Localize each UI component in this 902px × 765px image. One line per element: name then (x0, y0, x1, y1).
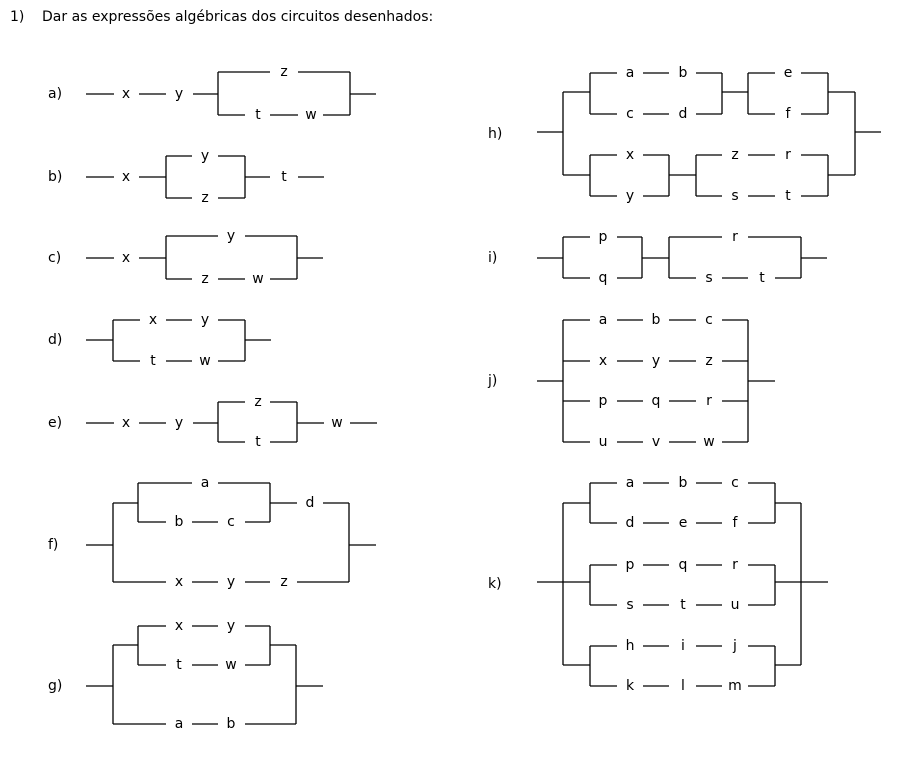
circuit-e-label: e) (48, 415, 62, 431)
circuit-k-var-f: f (733, 515, 739, 531)
circuit-j-var-r: r (706, 393, 712, 409)
circuit-f-var-d: d (306, 495, 315, 511)
circuit-j-var-q: q (652, 393, 661, 409)
circuit-c-label: c) (48, 250, 61, 266)
circuit-b-var-y: y (201, 148, 209, 164)
circuit-d-var-y: y (201, 312, 209, 328)
circuit-e-var-x: x (122, 415, 130, 431)
circuit-c-var-z: z (201, 271, 208, 287)
circuit-e-var-w: w (331, 415, 342, 431)
circuit-f-var-y: y (227, 574, 235, 590)
question-instruction: Dar as expressões algébricas dos circuit… (42, 9, 433, 25)
circuit-h-label: h) (488, 126, 502, 142)
circuit-k-var-h: h (626, 638, 635, 654)
circuit-e-var-t: t (255, 434, 261, 450)
circuit-k-var-q: q (679, 557, 688, 573)
circuit-a-var-t: t (255, 107, 261, 123)
circuit-j-var-v: v (652, 434, 660, 450)
circuit-j-var-a: a (599, 312, 608, 328)
circuit-k-var-d: d (626, 515, 635, 531)
circuit-c-var-y: y (227, 228, 235, 244)
circuit-d-label: d) (48, 332, 62, 348)
circuit-h-var-s: s (731, 188, 738, 204)
circuit-a-var-x: x (122, 86, 130, 102)
circuit-j-var-w: w (703, 434, 714, 450)
circuit-k-var-u: u (731, 597, 740, 613)
circuit-k-var-e: e (679, 515, 688, 531)
circuit-k-var-t: t (680, 597, 686, 613)
circuit-i-label: i) (488, 250, 497, 266)
circuit-f-var-c: c (227, 514, 235, 530)
circuit-k-var-k: k (626, 678, 635, 694)
circuit-k-var-m: m (728, 678, 742, 694)
circuit-h-var-d: d (679, 106, 688, 122)
circuit-h-var-c: c (626, 106, 634, 122)
circuit-g-var-w: w (225, 657, 236, 673)
circuit-a-label: a) (48, 86, 62, 102)
circuit-k-var-a: a (626, 475, 635, 491)
circuit-h-var-x: x (626, 147, 634, 163)
circuit-i-var-q: q (599, 270, 608, 286)
circuit-k-label: k) (488, 576, 502, 592)
circuit-h-var-b: b (679, 65, 688, 81)
circuit-k-var-p: p (626, 557, 635, 573)
circuit-j-var-p: p (599, 393, 608, 409)
circuit-i-var-r: r (732, 229, 738, 245)
circuit-a-var-y: y (175, 86, 183, 102)
circuit-h-var-e: e (784, 65, 793, 81)
circuit-e-var-y: y (175, 415, 183, 431)
circuit-i-var-p: p (599, 229, 608, 245)
circuit-a-var-z: z (280, 64, 287, 80)
circuit-h-var-z: z (731, 147, 738, 163)
circuit-k-var-s: s (626, 597, 633, 613)
circuit-b-label: b) (48, 169, 62, 185)
circuit-k-var-c: c (731, 475, 739, 491)
circuit-g-var-t: t (176, 657, 182, 673)
circuit-h-var-a: a (626, 65, 635, 81)
circuit-f-var-a: a (201, 475, 210, 491)
circuit-j-var-u: u (599, 434, 608, 450)
circuit-k-var-i: i (681, 638, 685, 654)
circuit-c-var-w: w (252, 271, 263, 287)
circuit-i-var-t: t (759, 270, 765, 286)
circuit-h-var-r: r (785, 147, 791, 163)
circuit-g-var-x: x (175, 618, 183, 634)
circuit-g-var-b: b (227, 716, 236, 732)
circuit-h-var-t: t (785, 188, 791, 204)
circuit-k-var-b: b (679, 475, 688, 491)
circuit-g-label: g) (48, 678, 62, 694)
circuit-e-var-z: z (254, 394, 261, 410)
circuit-wires (86, 71, 881, 725)
circuit-k-var-r: r (732, 557, 738, 573)
circuit-i-var-s: s (705, 270, 712, 286)
circuit-f-var-x: x (175, 574, 183, 590)
question-number: 1) (10, 9, 24, 25)
circuit-j-var-y: y (652, 353, 660, 369)
circuit-d-var-t: t (150, 353, 156, 369)
circuit-k-var-l: l (681, 678, 685, 694)
circuit-a-var-w: w (305, 107, 316, 123)
circuit-f-label: f) (48, 537, 58, 553)
circuit-b-var-x: x (122, 169, 130, 185)
circuit-d-var-w: w (199, 353, 210, 369)
circuit-j-var-c: c (705, 312, 713, 328)
circuit-labels: a) x y z t w b) x y z t c) x y z w d) x y t w e) x y z t w f) a b c d x y… (48, 64, 792, 732)
circuit-j-var-b: b (652, 312, 661, 328)
circuit-f-var-z: z (280, 574, 287, 590)
circuit-c-var-x: x (122, 250, 130, 266)
circuit-b-var-z: z (201, 190, 208, 206)
circuit-f-var-b: b (175, 514, 184, 530)
circuit-g-var-y: y (227, 618, 235, 634)
circuit-j-var-x: x (599, 353, 607, 369)
circuit-b-var-t: t (281, 169, 287, 185)
circuit-d-var-x: x (149, 312, 157, 328)
circuit-g-var-a: a (175, 716, 184, 732)
circuit-h-var-y: y (626, 188, 634, 204)
circuit-j-label: j) (487, 373, 497, 389)
circuit-j-var-z: z (705, 353, 712, 369)
circuit-k-var-j: j (732, 638, 737, 654)
circuit-h-var-f: f (786, 106, 792, 122)
